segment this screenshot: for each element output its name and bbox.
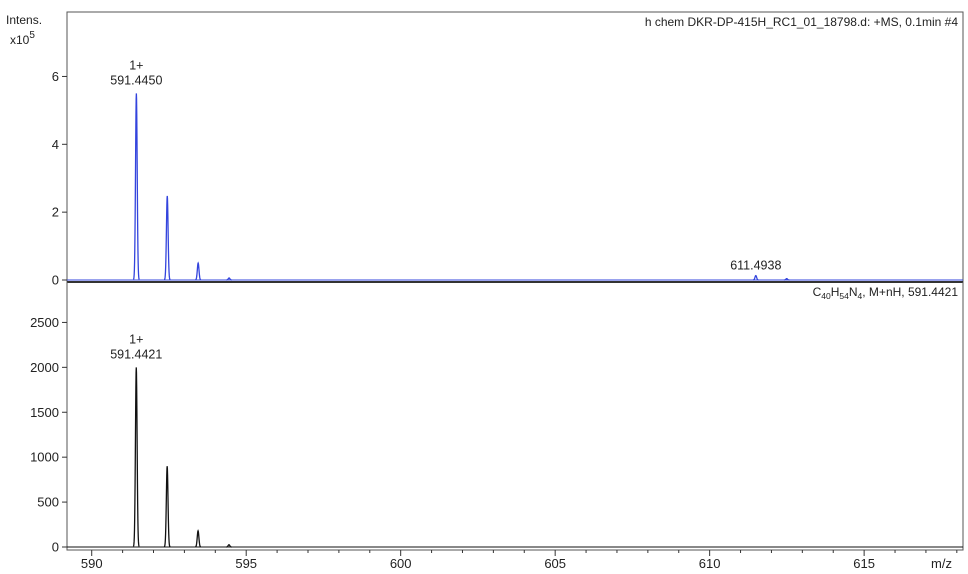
peak <box>132 367 140 547</box>
y-tick-label: 500 <box>37 495 59 510</box>
y-tick-label: 0 <box>52 273 59 288</box>
formula-count-h: 54 <box>839 291 849 301</box>
peak <box>752 274 759 281</box>
peak <box>226 277 232 281</box>
bottom-panel: C40H54N4, M+nH, 591.4421 0 500 1000 1500 200… <box>30 281 964 571</box>
x-tick-label: 605 <box>544 556 566 571</box>
formula-element-n: N <box>849 285 858 299</box>
y-tick-label: 1500 <box>30 405 59 420</box>
x-tick-label: 590 <box>81 556 103 571</box>
x-tick-label: 600 <box>390 556 412 571</box>
bottom-peaks <box>67 367 963 548</box>
formula-element-h: H <box>831 285 840 299</box>
y-tick-label: 2000 <box>30 360 59 375</box>
formula-count-n: 4 <box>858 291 863 301</box>
peak-charge-label: 1+ <box>129 332 143 346</box>
x-ticks: 590 595 600 605 610 615 <box>81 550 958 571</box>
y-tick-label: 1000 <box>30 450 59 465</box>
peak <box>783 277 790 281</box>
formula-element-c: C <box>813 285 822 299</box>
top-panel: Intens. x105 h chem DKR-DP-415H_RC1_01_1… <box>6 11 964 288</box>
peak <box>163 466 171 548</box>
bottom-y-ticks: 0 500 1000 1500 2000 2500 <box>30 315 67 555</box>
peak-charge-label: 1+ <box>129 58 143 72</box>
bottom-panel-header: C40H54N4, M+nH, 591.4421 <box>813 285 959 301</box>
y-tick-label: 2 <box>52 205 59 220</box>
top-y-multiplier: x105 <box>10 30 35 47</box>
x-tick-label: 615 <box>853 556 875 571</box>
y-tick-label: 4 <box>52 137 59 152</box>
x-tick-label: 610 <box>699 556 721 571</box>
formula-count-c: 40 <box>821 291 831 301</box>
formula-suffix: , M+nH, 591.4421 <box>862 285 958 299</box>
top-y-multiplier-base: x10 <box>10 33 30 47</box>
y-tick-label: 2500 <box>30 315 59 330</box>
y-tick-label: 0 <box>52 540 59 555</box>
peak <box>163 195 171 281</box>
x-axis-label: m/z <box>931 556 952 571</box>
peak-mz-label: 591.4450 <box>110 73 162 87</box>
top-annotations: 1+591.4450 611.4938 <box>110 58 781 272</box>
top-y-ticks: 0 2 4 6 <box>52 69 67 288</box>
peak <box>132 93 140 280</box>
top-peaks <box>67 93 963 281</box>
top-y-multiplier-exponent: 5 <box>29 30 35 41</box>
peak-mz-label: 611.4938 <box>730 259 781 273</box>
bottom-annotations: 1+591.4421 <box>110 332 162 361</box>
y-tick-label: 6 <box>52 69 59 84</box>
peak-mz-label: 591.4421 <box>110 347 162 361</box>
bottom-panel-frame <box>66 281 964 551</box>
peak <box>195 261 202 281</box>
top-y-axis-label: Intens. <box>6 13 42 27</box>
top-panel-frame <box>66 11 964 283</box>
x-tick-label: 595 <box>235 556 257 571</box>
peak <box>226 544 232 548</box>
top-panel-header: h chem DKR-DP-415H_RC1_01_18798.d: +MS, … <box>645 15 958 29</box>
peak <box>195 529 202 548</box>
